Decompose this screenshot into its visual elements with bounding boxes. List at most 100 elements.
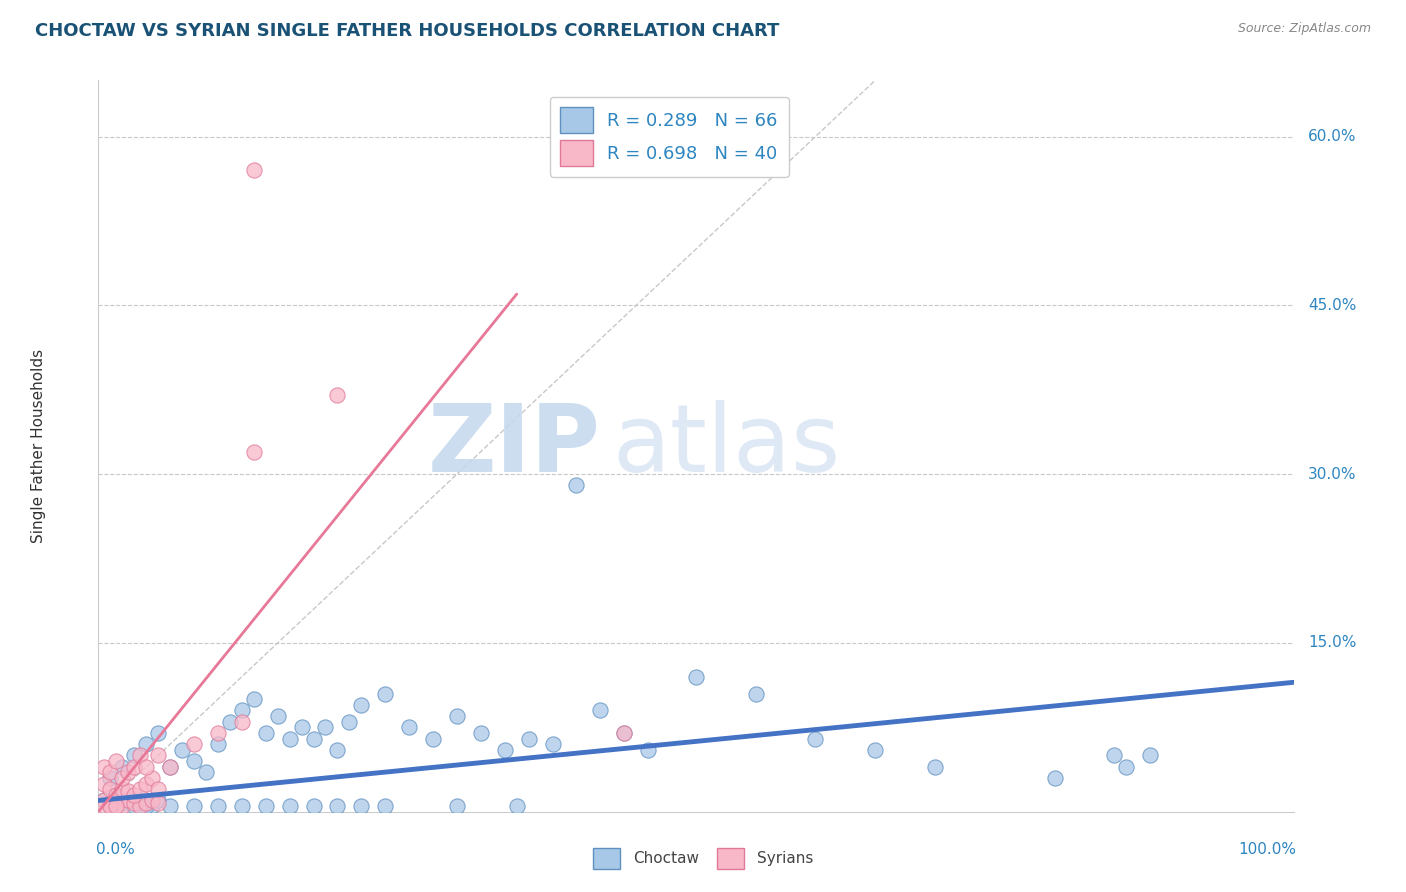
Point — [865, 743, 887, 757]
Point — [98, 799, 122, 814]
Point — [1139, 748, 1161, 763]
Point — [195, 765, 218, 780]
Point — [129, 799, 152, 814]
Point — [111, 799, 134, 814]
Point — [1115, 760, 1137, 774]
Point — [117, 784, 139, 798]
Point — [339, 714, 361, 729]
Point — [183, 754, 205, 768]
Point — [302, 731, 325, 746]
Point — [446, 709, 468, 723]
Point — [135, 737, 157, 751]
Point — [93, 793, 115, 807]
Point — [98, 782, 122, 797]
Point — [98, 796, 122, 810]
Point — [207, 737, 229, 751]
Point — [446, 799, 468, 814]
Point — [141, 793, 163, 807]
Point — [93, 799, 115, 814]
Point — [506, 799, 529, 814]
Point — [1043, 771, 1066, 785]
Point — [124, 760, 146, 774]
Point — [159, 799, 181, 814]
Point — [685, 670, 707, 684]
Point — [231, 703, 253, 717]
Point — [374, 687, 396, 701]
Point — [129, 782, 152, 797]
Point — [159, 760, 181, 774]
Point — [117, 765, 139, 780]
Point — [254, 726, 277, 740]
Point — [117, 793, 139, 807]
Point — [135, 796, 157, 810]
Point — [148, 793, 170, 807]
Point — [745, 687, 768, 701]
Text: 0.0%: 0.0% — [96, 842, 135, 857]
Point — [207, 726, 229, 740]
Point — [470, 726, 492, 740]
Point — [105, 754, 128, 768]
Text: ZIP: ZIP — [427, 400, 600, 492]
Point — [98, 799, 122, 814]
Point — [111, 760, 134, 774]
Point — [105, 799, 128, 814]
Point — [613, 726, 636, 740]
Point — [105, 793, 128, 807]
Point — [278, 731, 301, 746]
Point — [231, 714, 253, 729]
Point — [129, 748, 152, 763]
Text: Source: ZipAtlas.com: Source: ZipAtlas.com — [1237, 22, 1371, 36]
Point — [124, 799, 146, 814]
Point — [129, 793, 152, 807]
Point — [111, 796, 134, 810]
Point — [183, 799, 205, 814]
Point — [135, 776, 157, 790]
Point — [804, 731, 827, 746]
Point — [398, 720, 420, 734]
Point — [924, 760, 946, 774]
Point — [326, 743, 349, 757]
Point — [541, 737, 564, 751]
Point — [350, 698, 373, 712]
Point — [494, 743, 516, 757]
Point — [565, 478, 588, 492]
Point — [124, 796, 146, 810]
Point — [159, 760, 181, 774]
Point — [517, 731, 540, 746]
Point — [350, 799, 373, 814]
Text: 60.0%: 60.0% — [1308, 129, 1357, 144]
Point — [326, 388, 349, 402]
Point — [374, 799, 396, 814]
Point — [105, 788, 128, 802]
Point — [124, 788, 146, 802]
Point — [148, 748, 170, 763]
Point — [613, 726, 636, 740]
Point — [315, 720, 337, 734]
Point — [637, 743, 659, 757]
Point — [124, 748, 146, 763]
Point — [207, 799, 229, 814]
Text: 30.0%: 30.0% — [1308, 467, 1357, 482]
Text: Single Father Households: Single Father Households — [31, 349, 46, 543]
Point — [291, 720, 314, 734]
Point — [141, 771, 163, 785]
Point — [243, 163, 266, 178]
Text: 45.0%: 45.0% — [1308, 298, 1357, 313]
Legend: R = 0.289   N = 66, R = 0.698   N = 40: R = 0.289 N = 66, R = 0.698 N = 40 — [550, 96, 789, 177]
Point — [135, 760, 157, 774]
Point — [93, 793, 115, 807]
Point — [267, 709, 290, 723]
Point — [254, 799, 277, 814]
Text: 15.0%: 15.0% — [1308, 635, 1357, 650]
Legend: Choctaw, Syrians: Choctaw, Syrians — [586, 841, 820, 875]
Point — [243, 692, 266, 706]
Point — [302, 799, 325, 814]
Point — [148, 782, 170, 797]
Point — [135, 799, 157, 814]
Point — [148, 726, 170, 740]
Point — [172, 743, 194, 757]
Point — [422, 731, 444, 746]
Point — [231, 799, 253, 814]
Point — [135, 796, 157, 810]
Point — [111, 771, 134, 785]
